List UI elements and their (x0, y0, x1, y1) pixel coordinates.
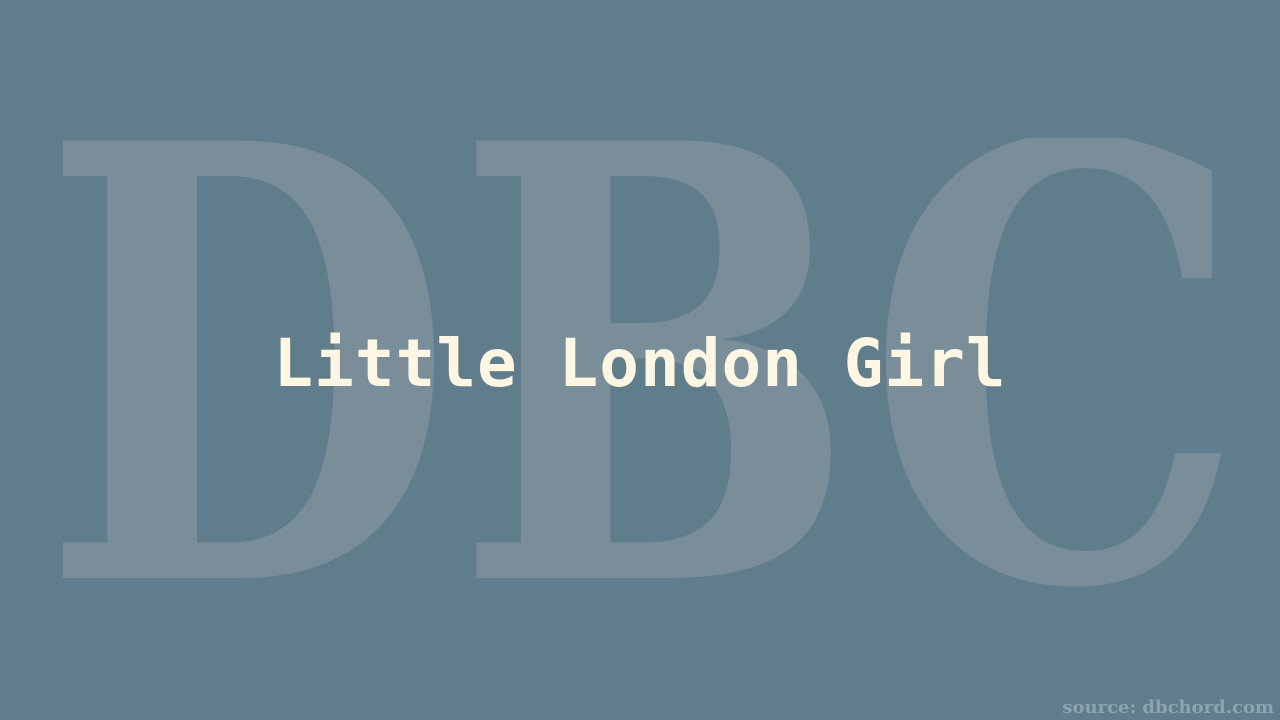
source-credit: source: dbchord.com (1062, 697, 1274, 718)
song-title: Little London Girl (273, 325, 1007, 402)
